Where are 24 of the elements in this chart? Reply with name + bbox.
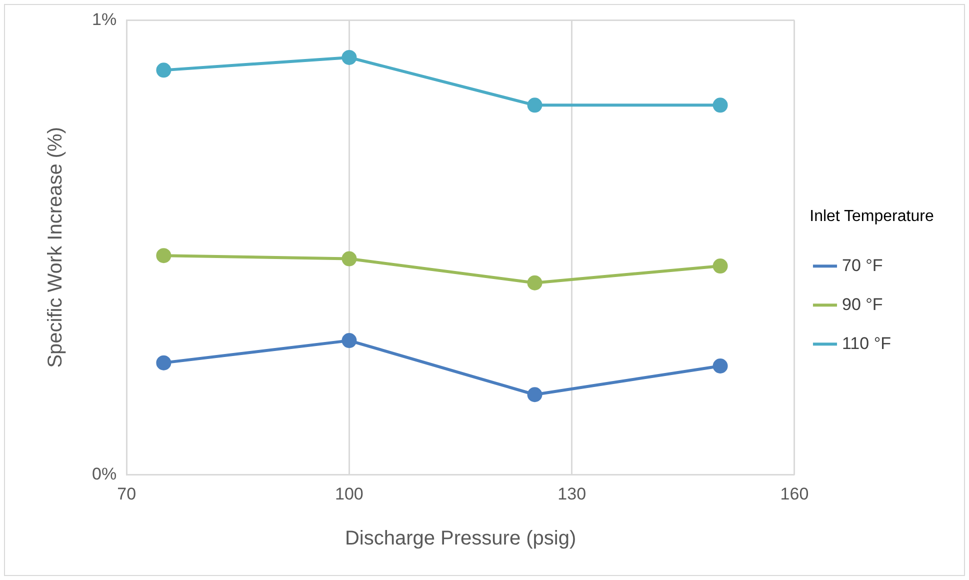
x-axis-title: Discharge Pressure (psig): [344, 528, 576, 550]
legend-label: 90 °F: [842, 294, 883, 314]
y-tick-label: 0%: [92, 464, 117, 484]
point: [712, 258, 728, 274]
point: [527, 275, 542, 290]
point: [156, 355, 172, 370]
legend-label: 110 °F: [842, 334, 892, 353]
point: [342, 251, 357, 266]
x-tick-label: 100: [335, 484, 364, 504]
y-axis-title: Specific Work Increase (%): [44, 126, 67, 368]
point: [527, 98, 542, 113]
x-tick-label: 160: [780, 484, 809, 504]
point: [342, 333, 357, 348]
point: [712, 358, 728, 374]
point: [156, 248, 172, 264]
x-tick-label: 70: [117, 484, 136, 504]
point: [156, 62, 172, 78]
point: [527, 387, 542, 402]
point: [712, 98, 728, 113]
legend-title: Inlet Temperature: [810, 208, 934, 225]
x-tick-label: 130: [558, 484, 586, 504]
point: [342, 50, 357, 65]
legend-label: 70 °F: [842, 256, 883, 275]
y-tick-label: 1%: [92, 10, 117, 29]
